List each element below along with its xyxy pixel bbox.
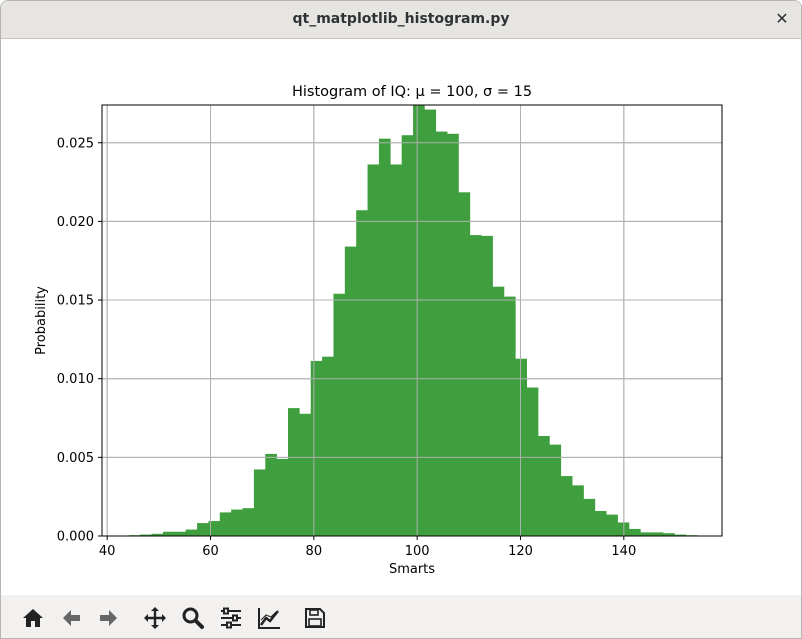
histogram-bar [492,286,505,536]
histogram-bar [435,131,448,536]
histogram-bar [344,246,357,536]
back-button[interactable] [59,606,83,630]
histogram-bar [378,138,391,536]
edit-axes-icon [258,608,280,629]
histogram-bar [413,105,425,537]
x-tick-label: 60 [202,544,219,559]
home-icon [23,609,43,627]
subplots-icon [221,607,241,629]
histogram-bar [208,521,221,536]
histogram-bar [390,164,402,537]
x-tick-label: 80 [306,544,323,559]
histogram-chart: 40 60 80 100 120 140 0.000 0.005 0.010 0.015 0.020… [34,84,723,577]
histogram-bar [197,523,209,536]
home-button[interactable] [21,606,45,630]
histogram-bar [481,235,493,536]
histogram-bar [242,508,255,536]
zoom-button[interactable] [181,606,205,630]
histogram-bar [219,512,232,536]
histogram-bar [367,164,380,537]
histogram-bar [174,531,186,536]
subplots-button[interactable] [219,606,243,630]
y-axis-label: Probability [34,286,49,355]
pan-button[interactable] [143,606,167,630]
histogram-bar [322,356,334,536]
window-title: qt_matplotlib_histogram.py [292,11,510,27]
histogram-bar [469,235,482,537]
histogram-bar [356,210,368,536]
histogram-bar [231,509,243,536]
histogram-bar [447,133,459,536]
histogram-bar [401,135,414,536]
back-arrow-icon [63,610,80,626]
axes-frame [101,104,723,537]
x-tick-label: 40 [99,544,116,559]
close-button[interactable]: ✕ [775,9,789,28]
histogram-bar [629,528,641,536]
axis-ticks: 40 60 80 100 120 140 0.000 0.005 0.010 0.015 0.020… [57,136,636,559]
histogram-bar [549,444,562,536]
histogram-bar [674,534,687,536]
histogram-bar [640,532,653,536]
histogram-bar [185,529,198,536]
title-bar[interactable]: qt_matplotlib_histogram.py ✕ [1,1,801,39]
y-tick-label: 0.010 [57,372,94,387]
y-tick-label: 0.025 [57,136,94,151]
save-button[interactable] [303,606,327,630]
histogram-bar [651,532,664,536]
histogram-bar [572,485,584,536]
histogram-bar [424,109,437,536]
histogram-bar [663,533,675,536]
y-tick-label: 0.015 [57,294,94,309]
x-axis-label: Smarts [389,562,435,577]
navigation-toolbar [1,595,801,638]
figure-canvas[interactable]: 40 60 80 100 120 140 0.000 0.005 0.010 0.015 0.020… [1,39,801,595]
zoom-icon [182,607,204,629]
histogram-bar [583,498,596,536]
forward-arrow-icon [100,610,117,626]
y-tick-label: 0.020 [57,215,94,230]
histogram-bar [253,469,266,536]
x-tick-label: 120 [508,544,533,559]
edit-axes-button[interactable] [257,606,281,630]
histogram-bar [288,408,300,536]
histogram-bar [310,360,323,536]
histogram-bar [299,413,312,536]
histogram-bar [594,510,607,536]
x-tick-label: 140 [611,544,636,559]
save-icon [305,608,325,628]
x-tick-label: 100 [405,544,430,559]
histogram-bar [515,358,527,536]
y-tick-label: 0.000 [57,530,94,545]
histogram-bar [606,514,618,536]
chart-title: Histogram of IQ: μ = 100, σ = 15 [292,84,532,100]
histogram-bar [538,435,550,536]
histogram-bar [276,458,289,536]
pan-icon [144,607,166,629]
histogram-bar [162,531,175,536]
y-tick-label: 0.005 [57,451,94,466]
histogram-bar [503,296,516,536]
histogram-bar [265,453,277,536]
histogram-bar [140,534,152,536]
forward-button[interactable] [97,606,121,630]
histogram-bar [458,192,471,537]
histogram-bars [128,105,698,537]
histogram-bar [560,476,573,536]
histogram-bar [526,387,539,536]
histogram-bar [333,293,346,536]
histogram-bar [151,533,164,536]
